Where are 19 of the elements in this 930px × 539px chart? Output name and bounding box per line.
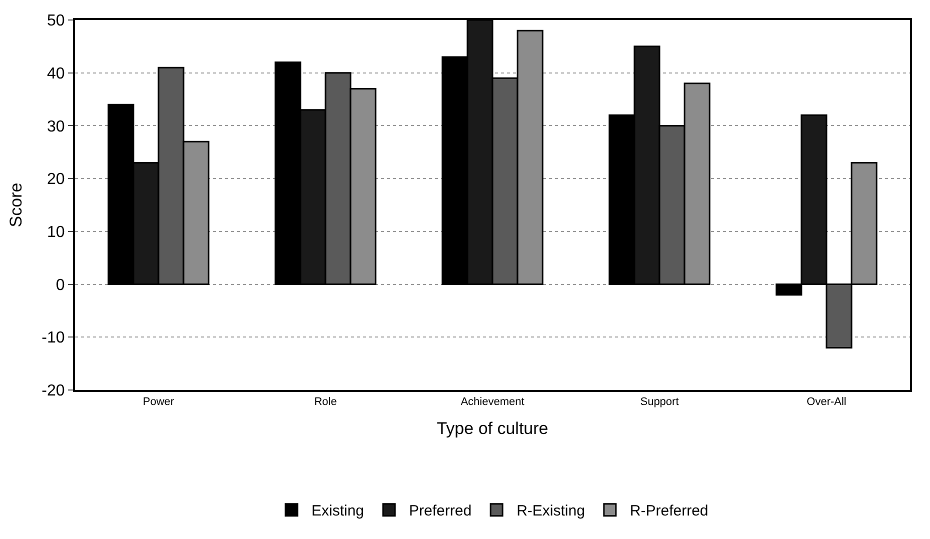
x-tick-label: Achievement — [460, 396, 524, 408]
legend-label: Preferred — [409, 502, 472, 520]
legend-label: R-Preferred — [630, 502, 708, 520]
y-tick-label: 0 — [56, 276, 65, 294]
y-tick-label: 10 — [47, 224, 65, 242]
y-tick-label: -10 — [42, 330, 65, 347]
legend-label: Existing — [312, 502, 364, 520]
x-tick-label: Role — [314, 396, 337, 408]
y-tick-label: 40 — [47, 65, 65, 82]
y-tick-label: 20 — [47, 171, 65, 188]
x-tick-label: Support — [640, 396, 679, 408]
x-axis-title: Type of culture — [436, 419, 548, 438]
y-axis-title: Score — [6, 182, 26, 228]
y-tick-label: 50 — [47, 12, 65, 30]
x-tick-label: Power — [142, 396, 174, 408]
legend-label: R-Existing — [516, 502, 585, 520]
y-tick-label: 30 — [47, 118, 65, 136]
y-tick-label: -20 — [42, 382, 65, 400]
x-tick-label: Over-All — [806, 396, 846, 408]
